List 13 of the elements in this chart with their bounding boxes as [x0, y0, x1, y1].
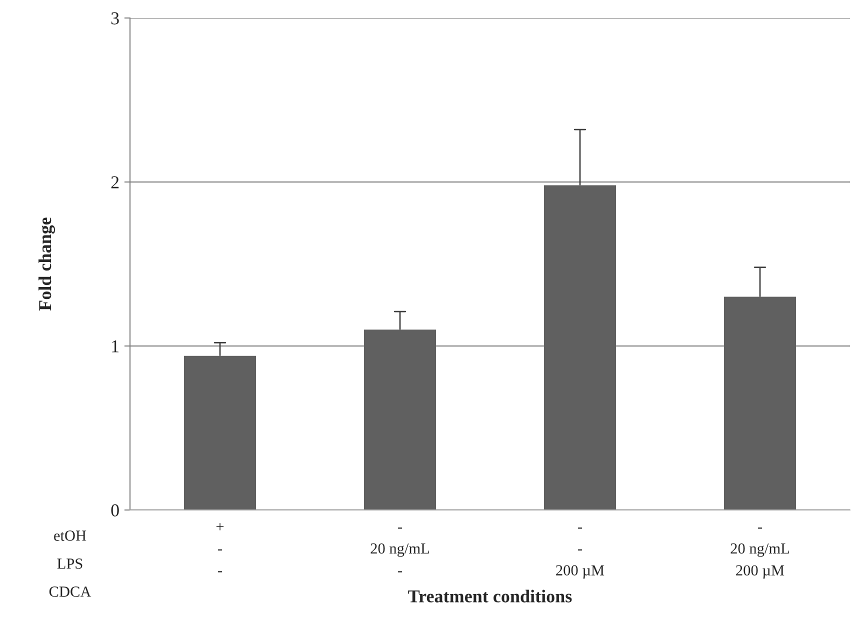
text: etOH — [54, 530, 86, 541]
text: CDCA — [49, 586, 92, 597]
y-tick-label: 0 — [111, 504, 119, 516]
category-label: - - 200 µM — [556, 528, 604, 579]
y-tick-label: 2 — [111, 176, 119, 188]
category-label: + - - — [216, 523, 224, 572]
x-tick-label: - 20 ng/mL - — [370, 528, 429, 572]
text: LPS — [57, 558, 82, 569]
x-tick-label: - 20 ng/mL 200 µM — [730, 528, 789, 579]
x-axis-title: Treatment conditions — [408, 590, 572, 602]
y-axis-title: Fold change — [38, 218, 55, 311]
y-tick-label: 1 — [112, 340, 118, 352]
y-tick-label: 3 — [111, 12, 119, 24]
